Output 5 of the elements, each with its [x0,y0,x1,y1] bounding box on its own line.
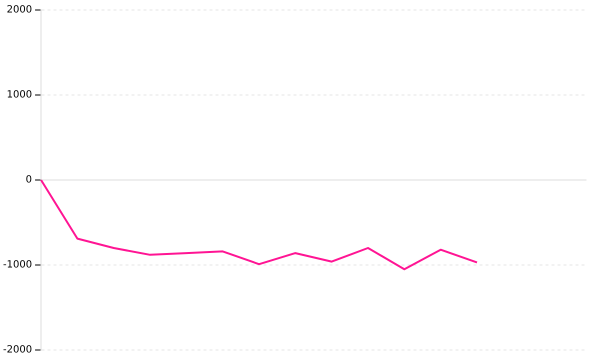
y-tick-label: 2000 [6,4,32,16]
y-tick-label: -1000 [2,260,32,271]
y-tick-label: 0 [26,174,32,186]
y-tick-label: 1000 [6,90,32,101]
y-tick-label: -2000 [2,344,32,356]
